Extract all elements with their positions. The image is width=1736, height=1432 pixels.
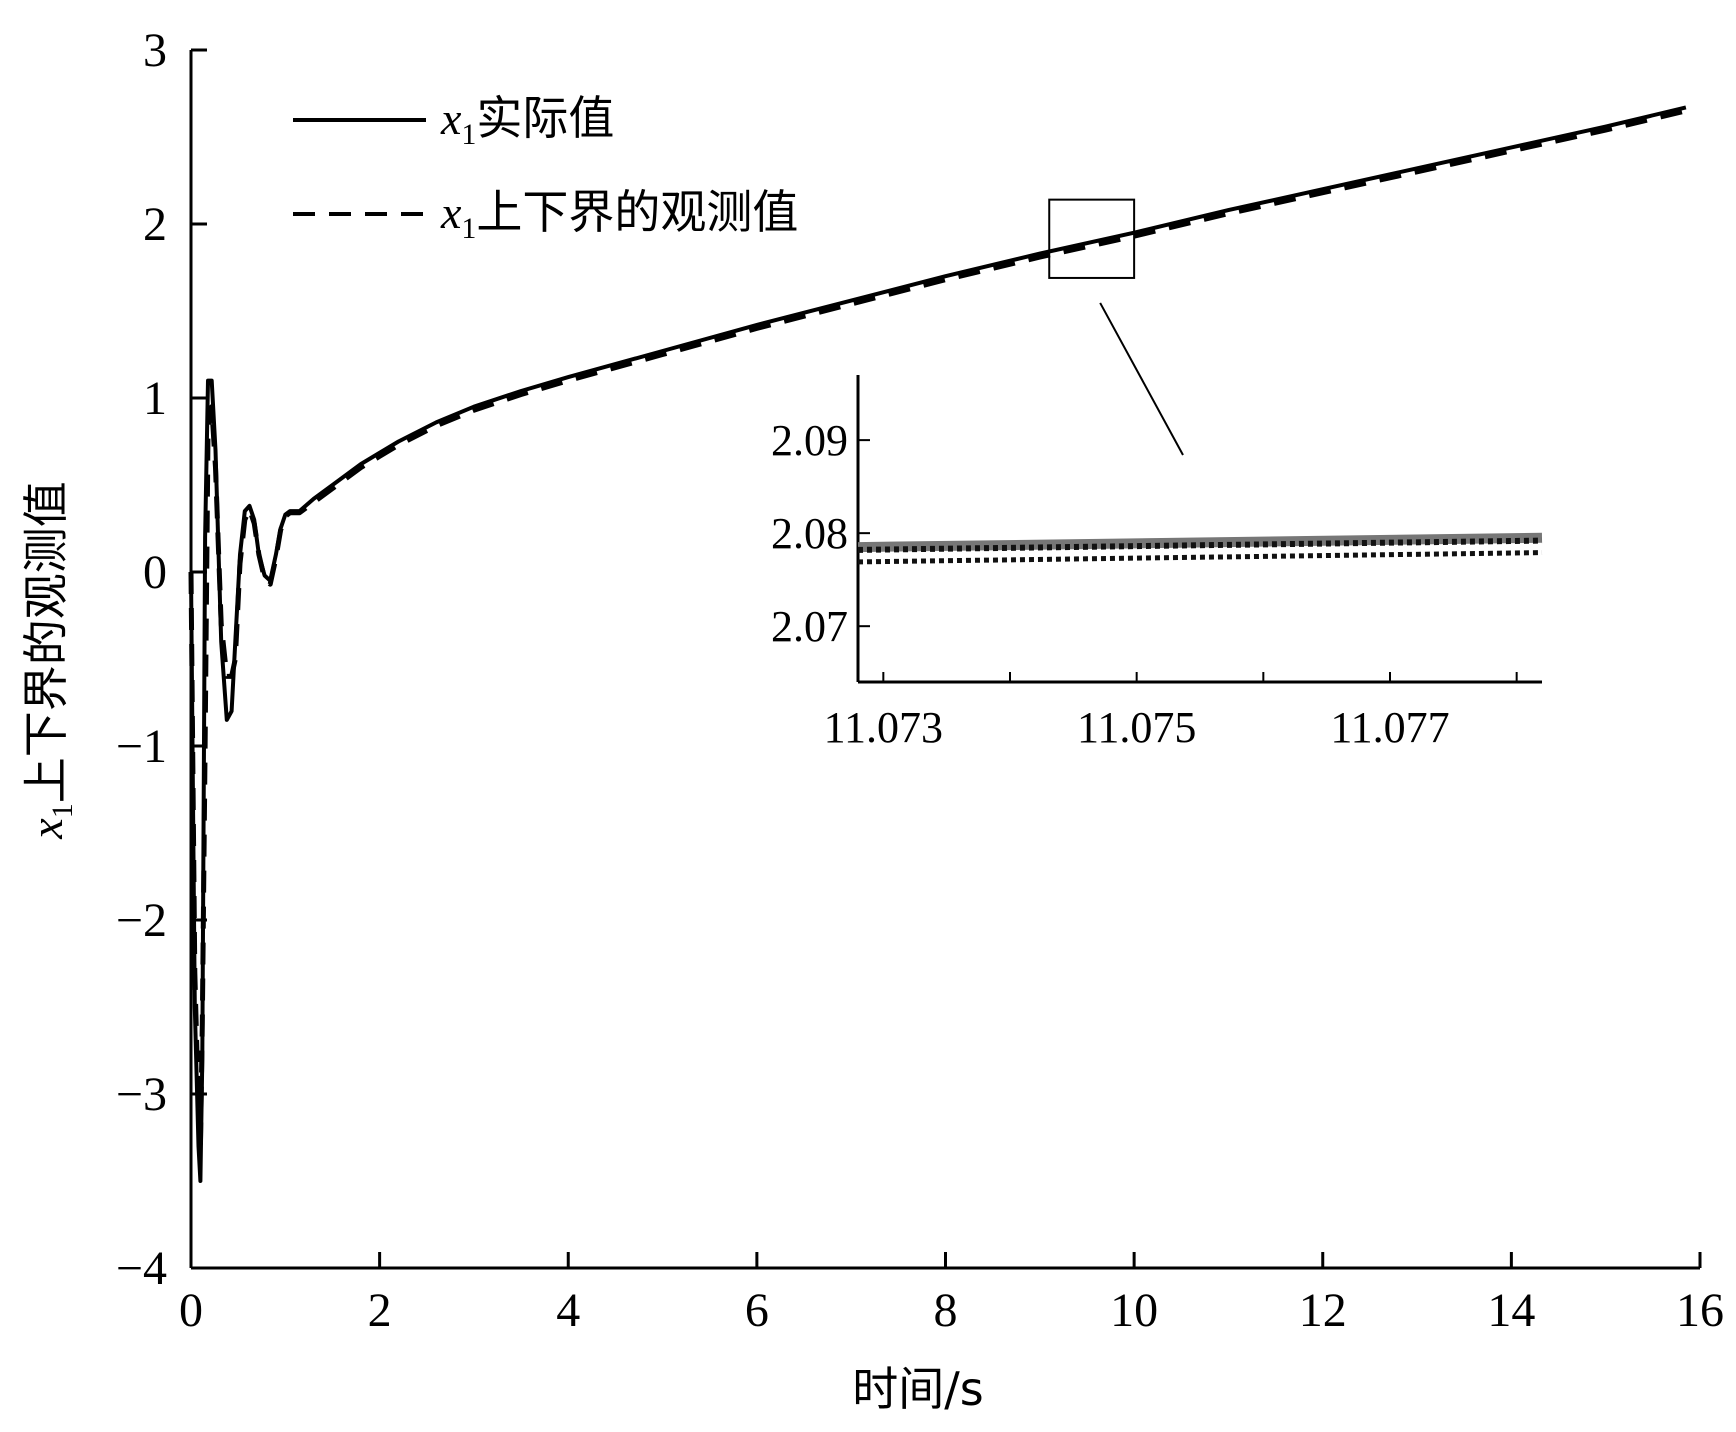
inset-y-tick-label: 2.08 [771, 509, 848, 558]
zoom-box [1048, 198, 1136, 279]
y-tick-label: −1 [116, 720, 167, 773]
y-tick-label: 0 [143, 546, 167, 599]
legend: x1实际值 x1上下界的观测值 [293, 91, 798, 245]
x-tick-label: 6 [745, 1284, 769, 1337]
legend-label-actual: x1实际值 [440, 91, 614, 151]
y-tick-label: 2 [143, 198, 167, 251]
y-tick-label: −3 [116, 1068, 167, 1121]
inset-series-line-observed-lower [857, 550, 1543, 565]
inset-axes: 11.073 11.075 11.077 2.09 2.08 2.07 [771, 375, 1542, 752]
x-axis-title: 时间/s [852, 1362, 983, 1416]
y-tick-label: −2 [116, 894, 167, 947]
x-tick-label: 16 [1676, 1284, 1724, 1337]
y-axis-title: x1上下界的观测值 [19, 481, 79, 839]
inset-series-group [857, 532, 1543, 565]
main-series-group [188, 105, 1687, 1183]
x-tick-label: 2 [368, 1284, 392, 1337]
x-tick-label: 10 [1110, 1284, 1158, 1337]
inset-series-line-observed [857, 537, 1543, 553]
x-tick-label: 14 [1487, 1284, 1535, 1337]
series-line-observed [188, 108, 1687, 1149]
inset-x-tick-label: 11.077 [1330, 703, 1449, 752]
y-tick-label: 3 [143, 24, 167, 77]
series-line-actual [189, 105, 1687, 1183]
x-tick-label: 0 [179, 1284, 203, 1337]
zoom-connector-line [1099, 302, 1184, 456]
x-tick-label: 8 [934, 1284, 958, 1337]
legend-label-observed: x1上下界的观测值 [440, 185, 798, 245]
inset-y-tick-label: 2.07 [771, 602, 848, 651]
y-tick-label: −4 [116, 1242, 167, 1295]
inset-x-tick-label: 11.075 [1077, 703, 1196, 752]
inset-y-tick-label: 2.09 [771, 416, 848, 465]
x-tick-label: 4 [556, 1284, 580, 1337]
inset-x-tick-label: 11.073 [824, 703, 943, 752]
y-tick-label: 1 [143, 372, 167, 425]
x-tick-label: 12 [1299, 1284, 1347, 1337]
